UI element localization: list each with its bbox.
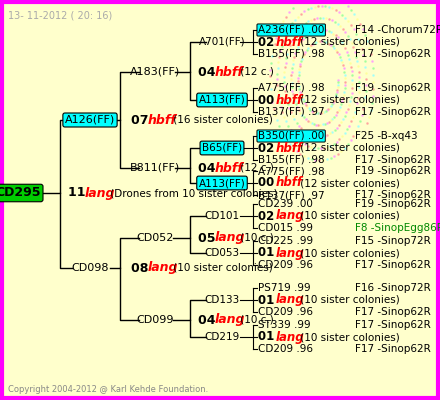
- Text: CD239 .00: CD239 .00: [258, 199, 313, 209]
- Text: 13- 11-2012 ( 20: 16): 13- 11-2012 ( 20: 16): [8, 10, 112, 20]
- Text: hbff: hbff: [275, 36, 302, 48]
- Text: CD295: CD295: [0, 186, 41, 200]
- Text: (12 sister colonies): (12 sister colonies): [297, 143, 400, 153]
- Text: F17 -Sinop62R: F17 -Sinop62R: [355, 107, 431, 117]
- Text: F17 -Sinop62R: F17 -Sinop62R: [355, 260, 431, 270]
- Text: lang: lang: [85, 186, 115, 200]
- Text: lang: lang: [215, 232, 245, 244]
- Text: B155(FF) .98: B155(FF) .98: [258, 49, 325, 59]
- Text: B137(FF) .97: B137(FF) .97: [258, 190, 325, 200]
- Text: 04: 04: [198, 66, 220, 78]
- Text: (12 sister colonies): (12 sister colonies): [297, 95, 400, 105]
- Text: B155(FF) .98: B155(FF) .98: [258, 155, 325, 165]
- Text: 04: 04: [198, 162, 220, 174]
- Text: F17 -Sinop62R: F17 -Sinop62R: [355, 155, 431, 165]
- Text: (12 c.): (12 c.): [237, 67, 274, 77]
- Text: F17 -Sinop62R: F17 -Sinop62R: [355, 190, 431, 200]
- Text: F17 -Sinop62R: F17 -Sinop62R: [355, 49, 431, 59]
- Text: hbff: hbff: [275, 142, 302, 154]
- Text: 02: 02: [258, 142, 279, 154]
- Text: A113(FF): A113(FF): [198, 178, 246, 188]
- Text: CD015 .99: CD015 .99: [258, 223, 313, 233]
- Text: F17 -Sinop62R: F17 -Sinop62R: [355, 320, 431, 330]
- Text: (10 sister colonies): (10 sister colonies): [170, 263, 273, 273]
- Text: 08: 08: [131, 262, 153, 274]
- Text: hbff: hbff: [215, 66, 244, 78]
- Text: (10 sister colonies): (10 sister colonies): [297, 295, 400, 305]
- Text: (10 c.): (10 c.): [237, 233, 274, 243]
- Text: lang: lang: [275, 246, 304, 260]
- Text: F8 -SinopEgg86R: F8 -SinopEgg86R: [355, 223, 440, 233]
- Text: CD133: CD133: [204, 295, 240, 305]
- Text: A113(FF): A113(FF): [198, 95, 246, 105]
- Text: hbff: hbff: [275, 94, 302, 106]
- Text: A183(FF): A183(FF): [130, 67, 180, 77]
- Text: CD209 .96: CD209 .96: [258, 260, 313, 270]
- Text: A701(FF): A701(FF): [199, 37, 246, 47]
- Text: CD209 .96: CD209 .96: [258, 344, 313, 354]
- Text: hbff: hbff: [148, 114, 176, 126]
- Text: F17 -Sinop62R: F17 -Sinop62R: [355, 307, 431, 317]
- Text: PS719 .99: PS719 .99: [258, 283, 311, 293]
- Text: (12 sister colonies): (12 sister colonies): [297, 37, 400, 47]
- Text: (10 c.): (10 c.): [237, 315, 274, 325]
- Text: B65(FF): B65(FF): [202, 143, 242, 153]
- Text: 05: 05: [198, 232, 220, 244]
- Text: 00: 00: [258, 94, 279, 106]
- Text: 01: 01: [258, 246, 279, 260]
- Text: lang: lang: [215, 314, 245, 326]
- Text: 01: 01: [258, 294, 279, 306]
- Text: B137(FF) .97: B137(FF) .97: [258, 107, 325, 117]
- Text: F15 -Sinop72R: F15 -Sinop72R: [355, 236, 431, 246]
- Text: B811(FF): B811(FF): [130, 163, 180, 173]
- Text: (Drones from 10 sister colonies): (Drones from 10 sister colonies): [107, 188, 278, 198]
- Text: 01: 01: [258, 330, 279, 344]
- Text: 07: 07: [131, 114, 153, 126]
- Text: 02: 02: [258, 36, 279, 48]
- Text: CD098: CD098: [71, 263, 109, 273]
- Text: hbff: hbff: [215, 162, 244, 174]
- Text: A126(FF): A126(FF): [65, 115, 115, 125]
- Text: 02: 02: [258, 210, 279, 222]
- Text: lang: lang: [275, 294, 304, 306]
- Text: lang: lang: [275, 330, 304, 344]
- Text: F19 -Sinop62R: F19 -Sinop62R: [355, 83, 431, 93]
- Text: Copyright 2004-2012 @ Karl Kehde Foundation.: Copyright 2004-2012 @ Karl Kehde Foundat…: [8, 385, 208, 394]
- Text: F19 -Sinop62R: F19 -Sinop62R: [355, 199, 431, 209]
- Text: (16 sister colonies): (16 sister colonies): [170, 115, 273, 125]
- Text: CD099: CD099: [136, 315, 174, 325]
- Text: A775(FF) .98: A775(FF) .98: [258, 83, 325, 93]
- Text: lang: lang: [275, 210, 304, 222]
- Text: B350(FF) .00: B350(FF) .00: [258, 131, 324, 141]
- Text: 00: 00: [258, 176, 279, 190]
- Text: F16 -Sinop72R: F16 -Sinop72R: [355, 283, 431, 293]
- Text: hbff: hbff: [275, 176, 302, 190]
- Text: ST339 .99: ST339 .99: [258, 320, 311, 330]
- Text: F19 -Sinop62R: F19 -Sinop62R: [355, 166, 431, 176]
- Text: CD219: CD219: [204, 332, 240, 342]
- Text: F14 -Chorum72R: F14 -Chorum72R: [355, 25, 440, 35]
- Text: 11: 11: [68, 186, 90, 200]
- Text: CD053: CD053: [205, 248, 239, 258]
- Text: (10 sister colonies): (10 sister colonies): [297, 332, 400, 342]
- Text: 04: 04: [198, 314, 220, 326]
- Text: F25 -B-xq43: F25 -B-xq43: [355, 131, 418, 141]
- Text: F17 -Sinop62R: F17 -Sinop62R: [355, 344, 431, 354]
- Text: A236(FF) .00: A236(FF) .00: [258, 25, 324, 35]
- Text: CD052: CD052: [136, 233, 174, 243]
- Text: (12 c.): (12 c.): [237, 163, 274, 173]
- Text: (12 sister colonies): (12 sister colonies): [297, 178, 400, 188]
- Text: lang: lang: [148, 262, 178, 274]
- Text: CD209 .96: CD209 .96: [258, 307, 313, 317]
- Text: (10 sister colonies): (10 sister colonies): [297, 248, 400, 258]
- Text: CD101: CD101: [205, 211, 239, 221]
- Text: A775(FF) .98: A775(FF) .98: [258, 166, 325, 176]
- Text: CD225 .99: CD225 .99: [258, 236, 313, 246]
- Text: (10 sister colonies): (10 sister colonies): [297, 211, 400, 221]
